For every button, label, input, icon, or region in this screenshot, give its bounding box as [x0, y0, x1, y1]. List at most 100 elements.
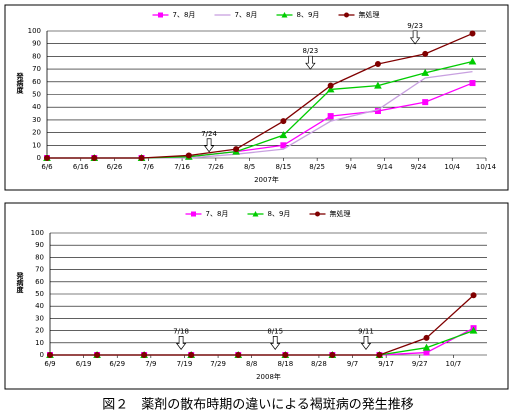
legend-marker	[281, 12, 288, 18]
x-tick-label: 6/16	[73, 163, 89, 171]
y-tick-label: 0	[37, 154, 41, 162]
marker	[329, 352, 336, 358]
y-tick-label: 90	[32, 40, 41, 48]
y-tick-label: 50	[35, 290, 44, 298]
arrow	[360, 336, 372, 350]
x-tick-label: 9/27	[412, 360, 428, 368]
y-tick-label: 100	[28, 27, 41, 35]
marker	[326, 85, 335, 93]
series-line	[50, 294, 474, 356]
y-tick-label: 20	[35, 327, 44, 335]
x-tick-label: 6/9	[44, 360, 55, 368]
arrow	[409, 30, 421, 45]
marker	[185, 152, 192, 159]
marker	[279, 131, 288, 139]
y-tick-label: 90	[35, 241, 44, 249]
marker	[469, 30, 476, 37]
x-tick-label: 7/16	[174, 163, 190, 171]
marker	[374, 61, 381, 68]
x-tick-label: 6/29	[109, 360, 125, 368]
caption: 図２ 薬剤の散布時期の違いによる褐斑病の発生推移	[102, 397, 414, 413]
marker	[469, 80, 476, 87]
y-tick-label: 40	[35, 302, 44, 310]
arrow	[305, 55, 316, 70]
x-tick-label: 9/17	[378, 360, 394, 368]
marker	[91, 155, 98, 161]
marker	[422, 343, 431, 351]
marker	[280, 118, 287, 125]
marker	[469, 326, 478, 334]
x-tick-label: 8/18	[277, 360, 293, 368]
y-tick-label: 20	[32, 129, 41, 137]
legend-label: 無処理	[330, 209, 351, 218]
marker	[280, 142, 287, 149]
annotation: 9/23	[407, 22, 423, 30]
marker	[327, 82, 334, 89]
x-tick-label: 8/5	[244, 163, 255, 171]
x-tick-label: 8/15	[276, 163, 292, 171]
marker	[44, 155, 50, 161]
marker	[188, 352, 195, 358]
y-tick-label: 50	[32, 91, 41, 99]
marker	[327, 113, 334, 120]
legend-marker	[191, 211, 196, 217]
arrow	[203, 138, 215, 153]
y-axis-title: 発病度	[16, 271, 25, 294]
legend-marker	[315, 211, 320, 217]
chart-frame	[4, 202, 509, 390]
marker	[470, 292, 477, 299]
marker	[233, 146, 240, 153]
y-tick-label: 30	[32, 116, 41, 124]
x-tick-label: 8/28	[311, 360, 327, 368]
x-tick-label: 7/9	[145, 360, 156, 368]
x-tick-label: 6/26	[107, 163, 123, 171]
marker	[141, 352, 148, 358]
x-tick-label: 9/24	[411, 163, 427, 171]
x-tick-label: 8/25	[309, 163, 325, 171]
series-line	[47, 32, 473, 159]
legend-marker	[158, 12, 163, 18]
x-tick-label: 7/6	[143, 163, 155, 171]
y-tick-label: 40	[32, 103, 41, 111]
x-axis-title: 2008年	[256, 372, 281, 381]
marker	[423, 349, 430, 356]
chart-frame	[4, 4, 509, 191]
legend-label: 7、8月	[173, 11, 196, 19]
legend-label: 8、9月	[268, 210, 291, 218]
x-tick-label: 10/14	[476, 163, 497, 171]
series-line	[50, 327, 474, 356]
x-tick-label: 6/6	[41, 163, 53, 171]
marker	[282, 352, 289, 358]
x-tick-label: 9/14	[377, 163, 393, 171]
y-tick-label: 100	[31, 229, 44, 237]
x-tick-label: 10/4	[444, 163, 460, 171]
marker	[94, 352, 101, 358]
y-tick-label: 60	[35, 278, 44, 286]
marker	[138, 155, 145, 161]
marker	[422, 50, 429, 57]
y-tick-label: 30	[35, 314, 44, 322]
x-tick-label: 7/26	[208, 163, 224, 171]
marker	[376, 352, 383, 358]
annotation: 8/15	[267, 327, 283, 335]
arrow	[175, 336, 187, 350]
annotation: 7/24	[201, 130, 217, 138]
y-tick-label: 10	[35, 339, 44, 347]
x-axis-title: 2007年	[254, 175, 279, 184]
y-tick-label: 80	[35, 253, 44, 261]
y-axis-title: 発病度	[16, 72, 25, 95]
y-tick-label: 10	[32, 141, 41, 149]
y-tick-label: 0	[40, 351, 44, 359]
legend-marker	[344, 12, 349, 18]
arrow	[270, 336, 281, 350]
series-line	[47, 60, 473, 159]
x-tick-label: 7/19	[177, 360, 193, 368]
y-tick-label: 70	[32, 65, 41, 73]
marker	[47, 352, 53, 358]
y-tick-label: 80	[32, 52, 41, 60]
annotation: 7/18	[173, 327, 189, 335]
marker	[423, 334, 430, 341]
annotation: 9/11	[358, 327, 374, 335]
marker	[421, 68, 430, 76]
